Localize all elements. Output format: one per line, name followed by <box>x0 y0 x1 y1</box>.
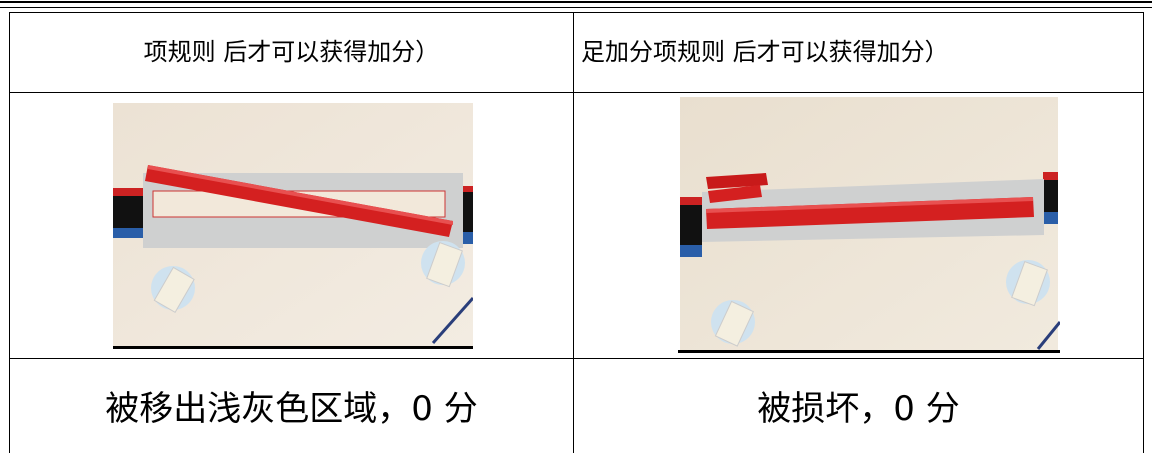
table-border <box>9 92 1144 93</box>
table-border <box>9 358 1144 359</box>
photo <box>678 97 1060 353</box>
table-border <box>9 12 1144 13</box>
cell-text: 被移出浅灰色区域，0 分 <box>105 389 478 429</box>
table-border <box>9 12 10 453</box>
table-border <box>1143 12 1144 453</box>
table-border <box>573 12 574 453</box>
cell-text: 项规则 后才可以获得加分） <box>143 38 440 66</box>
cell-text: 足加分项规则 后才可以获得加分） <box>581 38 949 66</box>
top-rule <box>0 1 1152 3</box>
photo <box>113 103 473 349</box>
cell-text: 被损坏，0 分 <box>757 389 960 429</box>
top-rule <box>0 7 1152 8</box>
